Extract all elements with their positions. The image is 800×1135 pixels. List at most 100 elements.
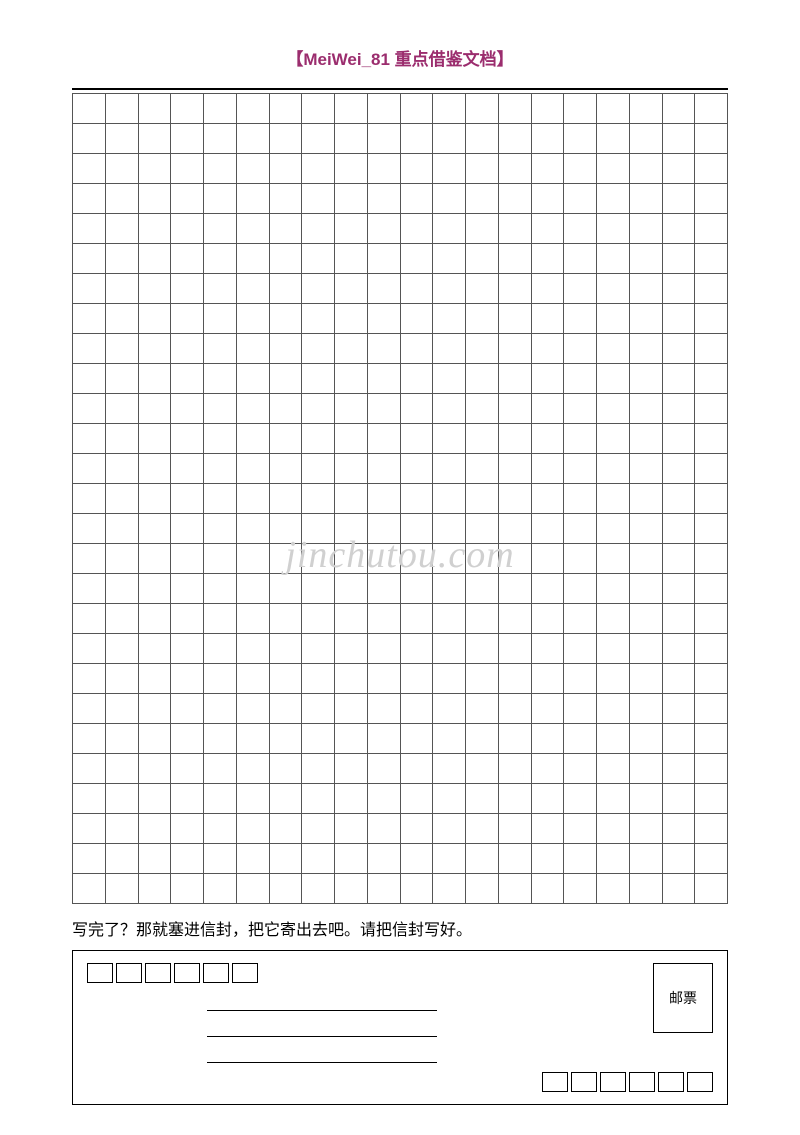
grid-row bbox=[73, 484, 728, 514]
grid-cell bbox=[564, 334, 597, 364]
grid-cell bbox=[302, 844, 335, 874]
grid-cell bbox=[236, 814, 269, 844]
grid-cell bbox=[236, 364, 269, 394]
grid-cell bbox=[433, 574, 466, 604]
grid-cell bbox=[531, 394, 564, 424]
grid-cell bbox=[367, 574, 400, 604]
grid-cell bbox=[367, 814, 400, 844]
grid-cell bbox=[269, 334, 302, 364]
grid-cell bbox=[629, 754, 662, 784]
grid-cell bbox=[498, 304, 531, 334]
grid-cell bbox=[531, 784, 564, 814]
grid-cell bbox=[400, 664, 433, 694]
grid-cell bbox=[367, 424, 400, 454]
grid-row bbox=[73, 784, 728, 814]
grid-cell bbox=[367, 874, 400, 904]
grid-cell bbox=[531, 514, 564, 544]
grid-cell bbox=[204, 514, 237, 544]
grid-cell bbox=[105, 244, 138, 274]
grid-cell bbox=[695, 664, 728, 694]
grid-cell bbox=[236, 454, 269, 484]
grid-cell bbox=[597, 124, 630, 154]
grid-cell bbox=[73, 694, 106, 724]
grid-cell bbox=[597, 784, 630, 814]
grid-cell bbox=[236, 574, 269, 604]
grid-cell bbox=[400, 184, 433, 214]
grid-cell bbox=[302, 604, 335, 634]
grid-cell bbox=[564, 394, 597, 424]
grid-cell bbox=[204, 214, 237, 244]
grid-cell bbox=[629, 274, 662, 304]
grid-cell bbox=[269, 754, 302, 784]
grid-cell bbox=[171, 484, 204, 514]
grid-cell bbox=[433, 304, 466, 334]
grid-cell bbox=[73, 664, 106, 694]
grid-cell bbox=[138, 454, 171, 484]
grid-cell bbox=[597, 304, 630, 334]
grid-row bbox=[73, 364, 728, 394]
grid-cell bbox=[597, 274, 630, 304]
grid-cell bbox=[105, 514, 138, 544]
grid-cell bbox=[531, 724, 564, 754]
grid-cell bbox=[171, 184, 204, 214]
grid-cell bbox=[629, 154, 662, 184]
grid-cell bbox=[531, 244, 564, 274]
grid-cell bbox=[695, 244, 728, 274]
grid-cell bbox=[138, 574, 171, 604]
grid-row bbox=[73, 754, 728, 784]
grid-cell bbox=[466, 364, 499, 394]
grid-cell bbox=[498, 274, 531, 304]
grid-cell bbox=[73, 544, 106, 574]
grid-cell bbox=[662, 214, 695, 244]
grid-cell bbox=[564, 664, 597, 694]
grid-cell bbox=[105, 844, 138, 874]
grid-cell bbox=[335, 724, 368, 754]
grid-cell bbox=[433, 424, 466, 454]
grid-cell bbox=[302, 784, 335, 814]
grid-row bbox=[73, 574, 728, 604]
grid-cell bbox=[662, 664, 695, 694]
grid-cell bbox=[236, 634, 269, 664]
grid-cell bbox=[204, 244, 237, 274]
grid-cell bbox=[171, 814, 204, 844]
postal-box bbox=[658, 1072, 684, 1092]
grid-row bbox=[73, 184, 728, 214]
grid-cell bbox=[302, 694, 335, 724]
grid-cell bbox=[629, 604, 662, 634]
grid-cell bbox=[335, 454, 368, 484]
grid-cell bbox=[466, 184, 499, 214]
grid-cell bbox=[367, 484, 400, 514]
grid-cell bbox=[335, 334, 368, 364]
grid-cell bbox=[138, 94, 171, 124]
grid-cell bbox=[466, 244, 499, 274]
grid-row bbox=[73, 544, 728, 574]
grid-cell bbox=[269, 154, 302, 184]
grid-cell bbox=[73, 184, 106, 214]
grid-cell bbox=[597, 94, 630, 124]
grid-cell bbox=[269, 274, 302, 304]
grid-cell bbox=[105, 184, 138, 214]
grid-cell bbox=[171, 94, 204, 124]
grid-row bbox=[73, 94, 728, 124]
grid-cell bbox=[171, 844, 204, 874]
postal-box bbox=[116, 963, 142, 983]
postal-boxes-sender bbox=[87, 963, 713, 983]
grid-cell bbox=[695, 784, 728, 814]
grid-cell bbox=[302, 184, 335, 214]
grid-cell bbox=[171, 634, 204, 664]
grid-cell bbox=[105, 274, 138, 304]
grid-cell bbox=[433, 124, 466, 154]
grid-cell bbox=[73, 94, 106, 124]
grid-cell bbox=[138, 484, 171, 514]
grid-cell bbox=[171, 604, 204, 634]
grid-cell bbox=[236, 184, 269, 214]
grid-cell bbox=[269, 94, 302, 124]
grid-cell bbox=[466, 514, 499, 544]
grid-cell bbox=[236, 754, 269, 784]
grid-cell bbox=[335, 694, 368, 724]
grid-cell bbox=[171, 304, 204, 334]
grid-cell bbox=[73, 514, 106, 544]
grid-cell bbox=[466, 784, 499, 814]
grid-cell bbox=[662, 154, 695, 184]
grid-cell bbox=[367, 244, 400, 274]
